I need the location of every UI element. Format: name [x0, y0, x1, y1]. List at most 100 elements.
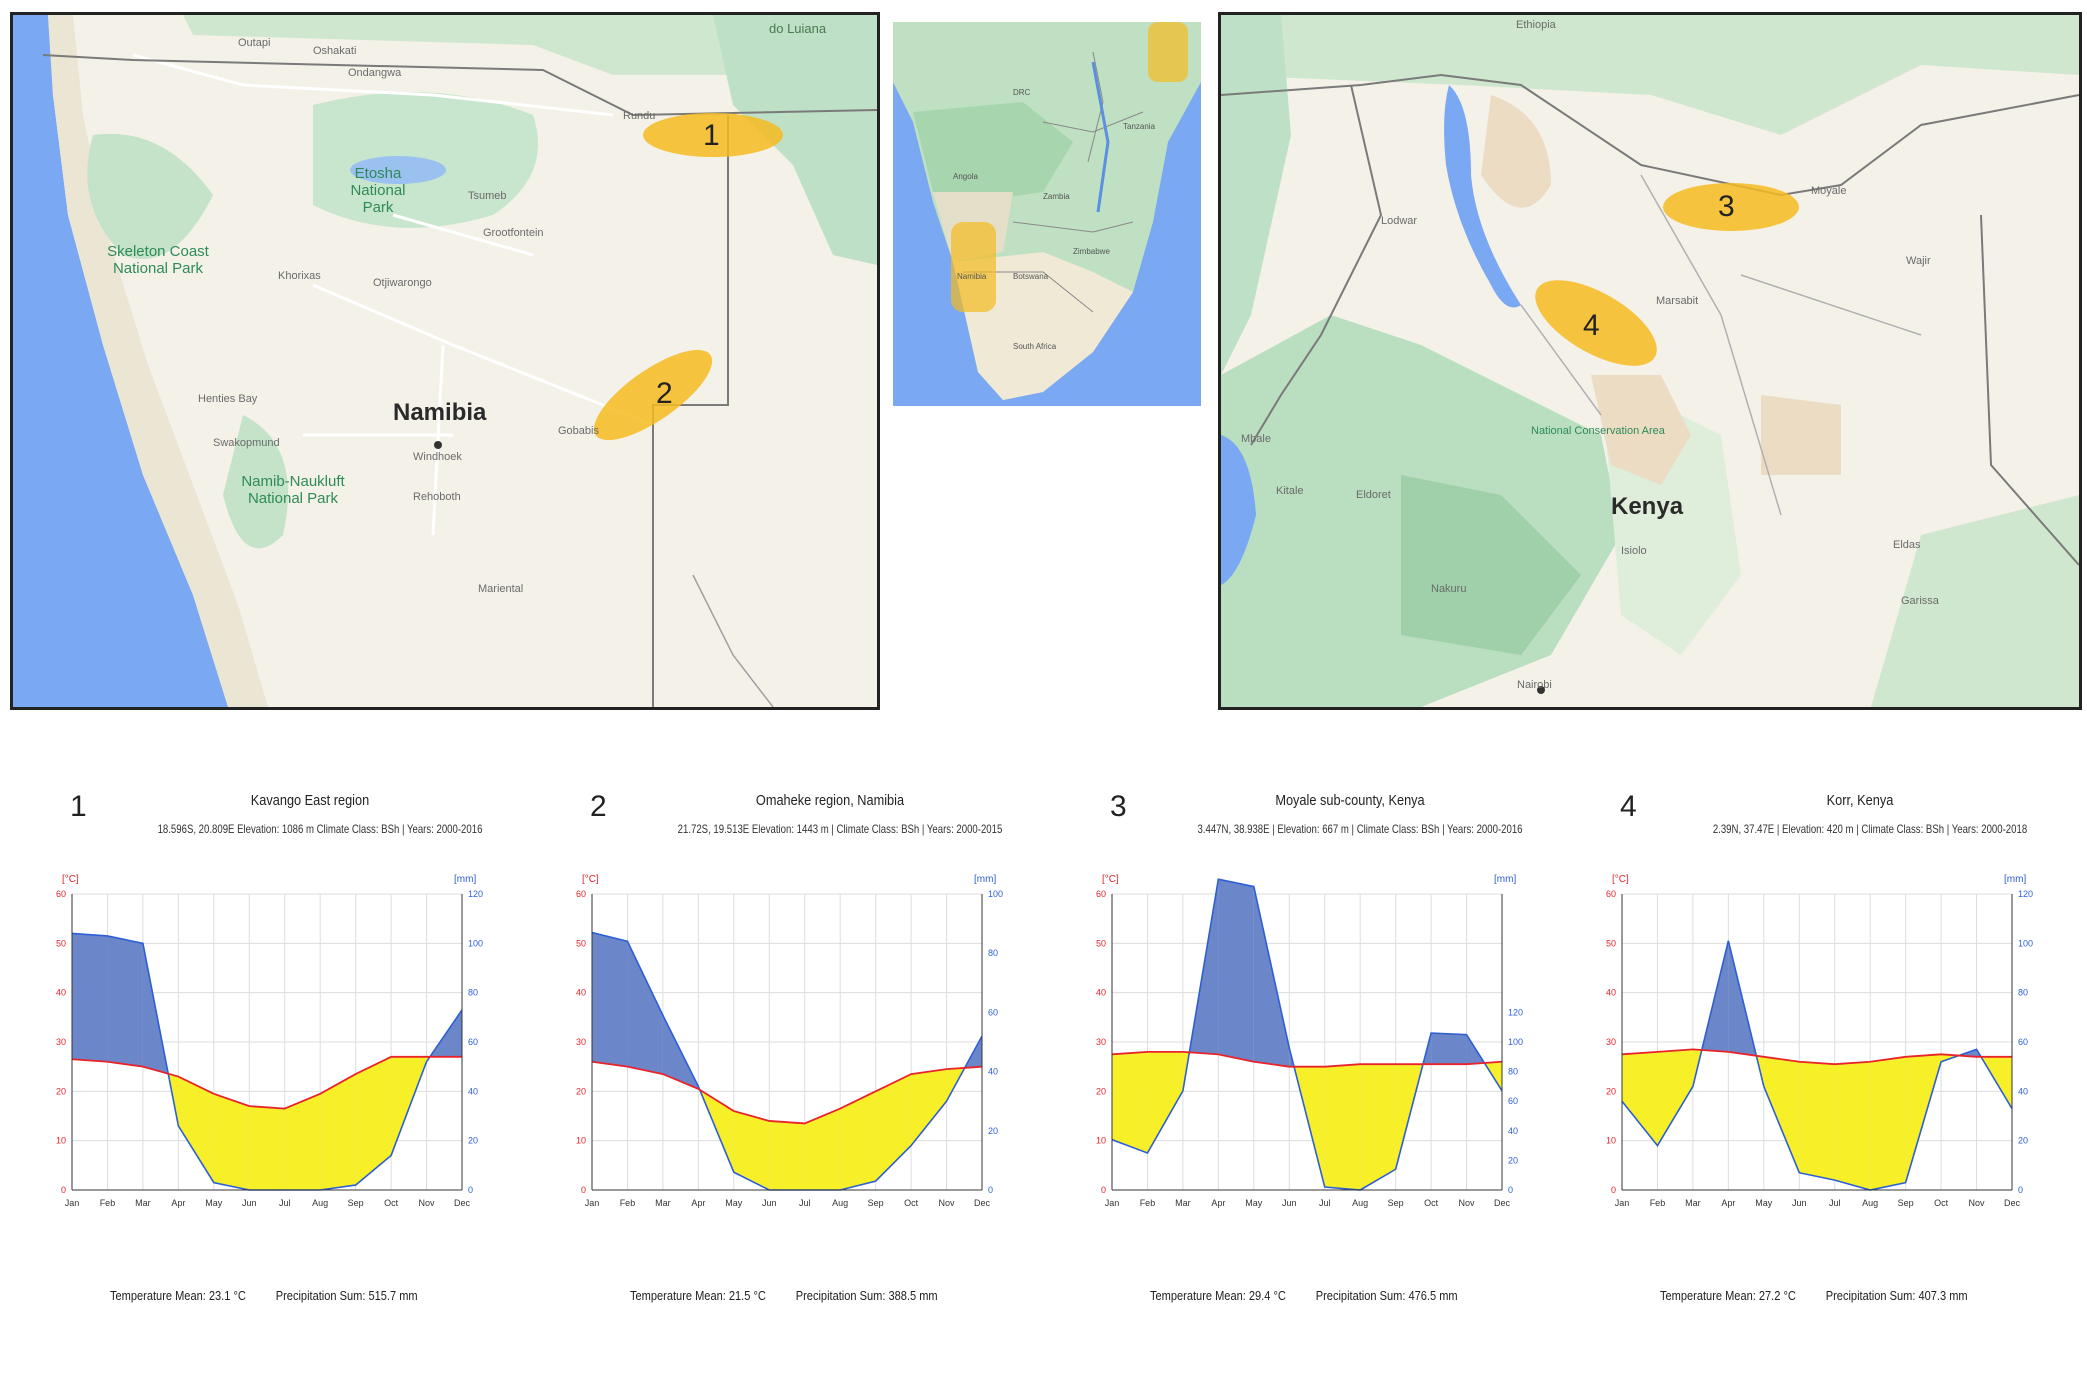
map-label-wajir: Wajir — [1906, 255, 1931, 267]
namibia-map[interactable]: do Luiana Outapi Oshakati Ondangwa Rundu… — [10, 12, 880, 710]
temperature-tick-label: 50 — [576, 938, 586, 948]
precipitation-unit-label: [mm] — [2004, 874, 2026, 885]
africa-highlight-namibia — [951, 222, 996, 312]
arid-area — [804, 1108, 841, 1190]
precipitation-tick-label: 80 — [2018, 988, 2028, 998]
temperature-tick-label: 30 — [576, 1037, 586, 1047]
temperature-tick-label: 0 — [581, 1185, 586, 1195]
map-label-nairobi: Nairobi — [1517, 679, 1552, 691]
map-label-nakuru: Nakuru — [1431, 583, 1467, 595]
arid-area — [840, 1091, 876, 1190]
precipitation-tick-label: 80 — [988, 948, 998, 958]
month-tick-label: Dec — [2004, 1198, 2021, 1208]
month-tick-label: Jul — [799, 1198, 811, 1208]
arid-area — [426, 1056, 430, 1062]
month-tick-label: Dec — [1494, 1198, 1511, 1208]
precipitation-unit-label: [mm] — [974, 874, 996, 885]
humid-area — [1218, 879, 1254, 1062]
africa-highlight-kenya — [1148, 22, 1188, 82]
temperature-tick-label: 50 — [1096, 938, 1106, 948]
climate-chart-2: 2 Omaheke region, Namibia 21.72S, 19.513… — [550, 770, 1050, 1330]
month-tick-label: Oct — [384, 1198, 399, 1208]
month-tick-label: Mar — [135, 1198, 151, 1208]
arid-area — [733, 1111, 770, 1190]
temperature-line — [591, 1060, 983, 1125]
precipitation-tick-label: 100 — [2018, 938, 2033, 948]
temperature-tick-label: 10 — [56, 1136, 66, 1146]
precipitation-tick-label: 60 — [988, 1007, 998, 1017]
month-tick-label: May — [725, 1198, 743, 1208]
climate-chart-plot: [°C] [mm] 0 10 20 30 40 50 60 0 20 40 60 80 100 Jan Feb M… — [576, 874, 1003, 1208]
month-tick-label: Feb — [100, 1198, 116, 1208]
month-tick-label: May — [205, 1198, 223, 1208]
temperature-unit-label: [°C] — [1102, 874, 1119, 885]
map-label-rundu: Rundu — [623, 110, 656, 122]
month-tick-label: May — [1245, 1198, 1263, 1208]
africa-overview-map[interactable]: DRC Angola Zambia Namibia Botswana Zimba… — [893, 22, 1201, 406]
map-label-windhoek: Windhoek — [413, 451, 462, 463]
precipitation-tick-label: 20 — [988, 1126, 998, 1136]
precipitation-tick-label: 20 — [468, 1136, 478, 1146]
arid-area — [1756, 1055, 1764, 1087]
region-1-highlight — [643, 113, 783, 157]
chart-title: Moyale sub-county, Kenya — [1275, 792, 1425, 809]
africa-label-zimbabwe: Zimbabwe — [1073, 247, 1110, 256]
map-label-eldoret: Eldoret — [1356, 489, 1391, 501]
map-label-kitale: Kitale — [1276, 485, 1304, 497]
humid-area — [107, 935, 143, 1067]
precipitation-tick-label: 40 — [468, 1086, 478, 1096]
humid-area — [627, 941, 663, 1075]
precipitation-tick-label: 120 — [468, 889, 483, 899]
temperature-mean: Temperature Mean: 23.1 °C — [110, 1288, 246, 1303]
month-tick-label: Apr — [171, 1198, 185, 1208]
temperature-line — [71, 1055, 462, 1110]
precipitation-tick-label: 60 — [468, 1037, 478, 1047]
month-tick-label: Aug — [1352, 1198, 1368, 1208]
map-label-samburu: National Conservation Area — [1531, 425, 1665, 437]
precipitation-tick-label: 60 — [1508, 1096, 1518, 1106]
region-3-highlight — [1663, 183, 1799, 231]
precipitation-tick-label: 40 — [1508, 1126, 1518, 1136]
temperature-mean: Temperature Mean: 21.5 °C — [630, 1288, 766, 1303]
month-tick-label: Aug — [832, 1198, 848, 1208]
month-tick-label: Jan — [1105, 1198, 1120, 1208]
map-label-naukluft: Namib-Naukluft National Park — [241, 473, 345, 507]
temperature-unit-label: [°C] — [62, 874, 79, 885]
arid-area — [1324, 1064, 1361, 1190]
map-label-khorixas: Khorixas — [278, 270, 321, 282]
temperature-tick-label: 60 — [1096, 889, 1106, 899]
month-tick-label: Feb — [1140, 1198, 1156, 1208]
precipitation-tick-label: 60 — [2018, 1037, 2028, 1047]
temperature-tick-label: 10 — [1606, 1136, 1616, 1146]
temperature-tick-label: 60 — [1606, 889, 1616, 899]
arid-area — [1870, 1056, 1906, 1190]
precipitation-tick-label: 80 — [468, 988, 478, 998]
temperature-tick-label: 0 — [1611, 1185, 1616, 1195]
arid-area — [1622, 1051, 1658, 1146]
humid-area — [1253, 886, 1290, 1067]
temperature-tick-label: 20 — [1096, 1086, 1106, 1096]
precipitation-tick-label: 100 — [1508, 1037, 1523, 1047]
climate-chart-3: 3 Moyale sub-county, Kenya 3.447N, 38.93… — [1070, 770, 1570, 1330]
map-label-ondangwa: Ondangwa — [348, 67, 402, 79]
region-marker-1: 1 — [703, 119, 720, 152]
temperature-tick-label: 40 — [56, 988, 66, 998]
kenya-map[interactable]: Ethiopia Moyale Marsabit Lodwar Kenya Mb… — [1218, 12, 2082, 710]
arid-area — [249, 1106, 285, 1190]
chart-subtitle: 2.39N, 37.47E | Elevation: 420 m | Clima… — [1712, 822, 2028, 836]
chart-subtitle: 21.72S, 19.513E Elevation: 1443 m | Clim… — [677, 822, 1003, 836]
humid-area — [72, 933, 108, 1062]
climate-chart-plot: [°C] [mm] 0 10 20 30 40 50 60 0 20 40 60 80 100 120 Jan F… — [1606, 874, 2033, 1208]
arid-area — [769, 1120, 805, 1190]
temperature-line — [1111, 1050, 1503, 1068]
arid-area — [178, 1076, 214, 1183]
africa-label-zambia: Zambia — [1043, 192, 1070, 201]
month-tick-label: Oct — [904, 1198, 919, 1208]
map-label-garissa: Garissa — [1901, 595, 1939, 607]
temperature-tick-label: 0 — [61, 1185, 66, 1195]
month-tick-label: Oct — [1934, 1198, 1949, 1208]
region-marker-4: 4 — [1583, 309, 1600, 342]
arid-area — [1657, 1049, 1693, 1146]
map-label-kenya: Kenya — [1611, 493, 1684, 520]
temperature-tick-label: 40 — [1606, 988, 1616, 998]
